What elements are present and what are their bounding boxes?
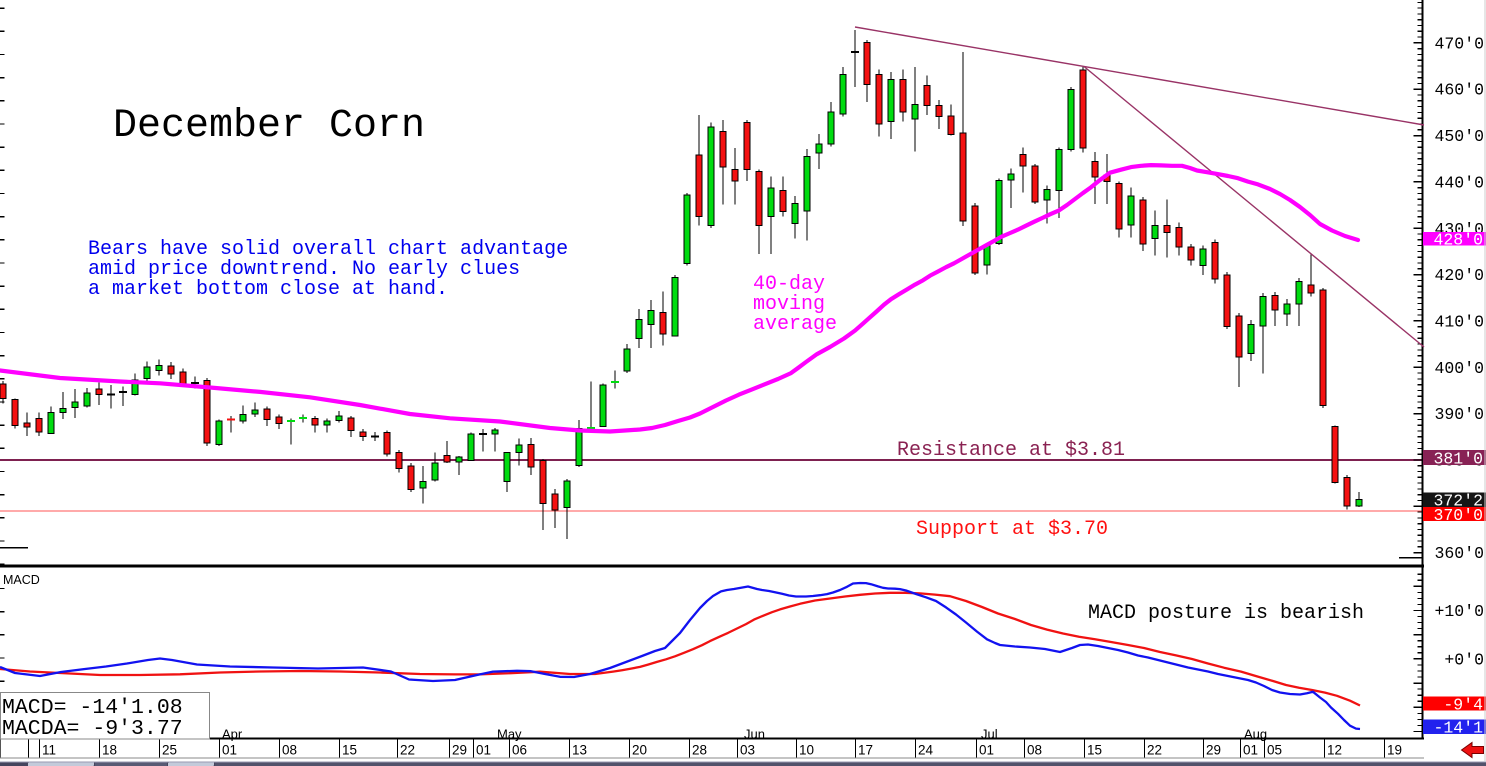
svg-text:460'0: 460'0 [1434,81,1484,100]
svg-text:370'0: 370'0 [1433,506,1483,525]
svg-text:Resistance at $3.81: Resistance at $3.81 [897,439,1125,462]
svg-text:Jul: Jul [981,727,998,742]
svg-text:-9'4: -9'4 [1443,695,1483,714]
svg-text:420'0: 420'0 [1434,266,1484,285]
svg-text:410'0: 410'0 [1434,312,1484,331]
svg-text:December Corn: December Corn [113,104,425,149]
svg-text:01: 01 [1243,743,1258,758]
svg-text:Support at $3.70: Support at $3.70 [916,518,1108,541]
svg-text:Apr: Apr [222,727,243,742]
svg-text:22: 22 [400,743,415,758]
svg-text:450'0: 450'0 [1434,127,1484,146]
svg-text:20: 20 [632,743,647,758]
svg-text:03: 03 [740,743,755,758]
svg-text:06: 06 [512,743,527,758]
svg-text:470'0: 470'0 [1434,34,1484,53]
svg-text:Jun: Jun [744,727,765,742]
svg-text:18: 18 [102,743,117,758]
svg-text:a market bottom close at hand.: a market bottom close at hand. [88,278,448,301]
svg-text:15: 15 [342,743,357,758]
svg-text:11: 11 [42,743,56,758]
svg-text:40-day: 40-day [753,273,825,296]
svg-text:08: 08 [282,743,297,758]
svg-text:22: 22 [1147,743,1162,758]
svg-text:MACDA= -9'3.77: MACDA= -9'3.77 [2,717,183,741]
svg-text:MACD posture is bearish: MACD posture is bearish [1088,602,1364,625]
svg-text:08: 08 [1027,743,1042,758]
svg-text:-14'1: -14'1 [1433,719,1483,738]
svg-text:381'0: 381'0 [1433,449,1483,468]
svg-text:29: 29 [452,743,467,758]
svg-text:360'0: 360'0 [1434,544,1484,563]
svg-text:May: May [497,727,522,742]
svg-text:+0'0: +0'0 [1444,650,1484,669]
svg-text:average: average [753,313,837,336]
svg-text:Aug: Aug [1244,727,1267,742]
svg-text:15: 15 [1087,743,1102,758]
svg-text:400'0: 400'0 [1434,359,1484,378]
svg-text:28: 28 [692,743,707,758]
svg-text:01: 01 [222,743,237,758]
svg-text:12: 12 [1327,743,1342,758]
svg-text:+10'0: +10'0 [1434,602,1484,621]
svg-text:25: 25 [162,743,177,758]
svg-text:01: 01 [979,743,994,758]
svg-text:MACD: MACD [3,573,40,587]
svg-text:440'0: 440'0 [1434,173,1484,192]
svg-text:13: 13 [572,743,587,758]
svg-text:428'0: 428'0 [1433,231,1483,250]
svg-text:01: 01 [476,743,491,758]
svg-text:MACD= -14'1.08: MACD= -14'1.08 [2,696,183,720]
svg-text:17: 17 [858,743,873,758]
svg-text:amid price downtrend. No early: amid price downtrend. No early clues [88,258,520,281]
svg-text:372'2: 372'2 [1433,492,1483,511]
svg-text:24: 24 [918,743,934,758]
svg-text:moving: moving [753,293,825,316]
svg-text:29: 29 [1206,743,1221,758]
svg-text:10: 10 [799,743,814,758]
svg-text:390'0: 390'0 [1434,405,1484,424]
svg-text:Bears have solid overall chart: Bears have solid overall chart advantage [88,238,568,261]
svg-text:05: 05 [1267,743,1282,758]
svg-text:19: 19 [1387,743,1402,758]
